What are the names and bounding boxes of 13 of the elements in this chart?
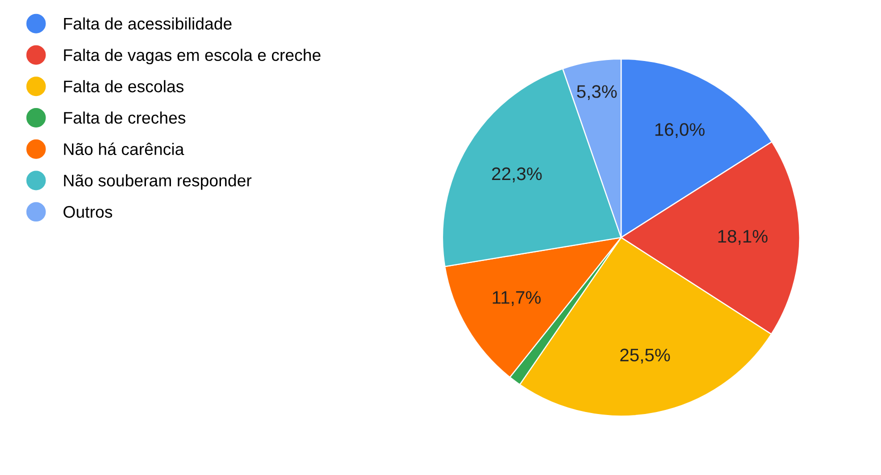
- data-label: 5,3%: [576, 85, 617, 100]
- data-label: 25,5%: [620, 348, 670, 364]
- data-label: 11,7%: [492, 291, 541, 306]
- legend-label: Falta de acessibilidade: [64, 17, 232, 30]
- data-label: 18,1%: [718, 230, 768, 245]
- legend-label: Não souberam responder: [64, 174, 252, 190]
- legend-label: Não há carência: [64, 142, 184, 156]
- legend-label: Outros: [64, 206, 112, 218]
- legend-label: Falta de vagas em escola e creche: [64, 48, 320, 64]
- legend-label: Falta de escolas: [64, 80, 184, 92]
- data-label: 16,0%: [655, 123, 705, 138]
- legend-label: Falta de creches: [64, 111, 186, 124]
- data-label: 22,3%: [492, 167, 542, 182]
